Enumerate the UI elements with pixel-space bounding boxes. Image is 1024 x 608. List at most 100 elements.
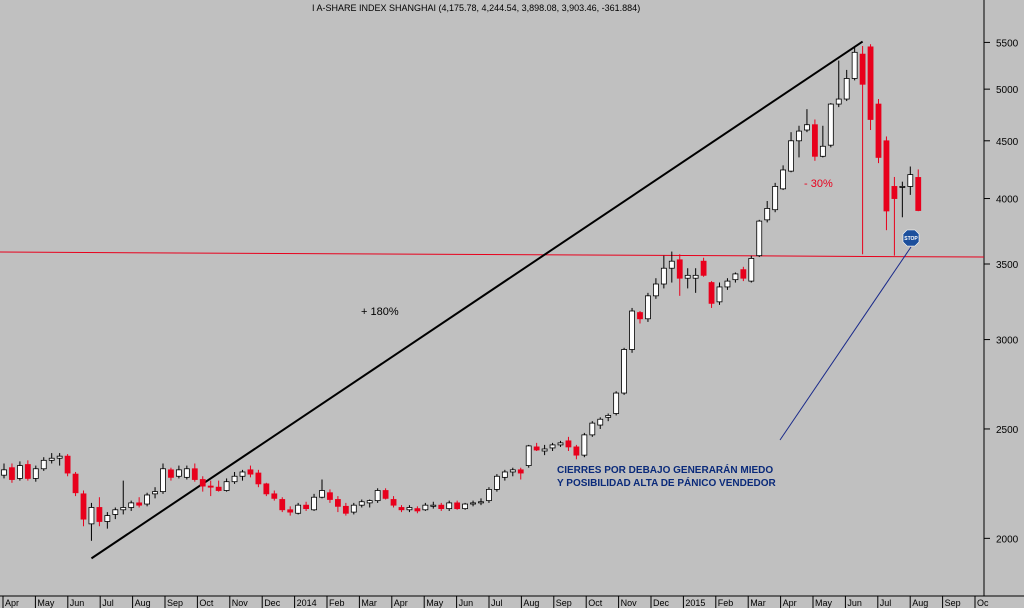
candle-body — [621, 349, 627, 394]
candle-body — [327, 492, 333, 500]
candle-body — [827, 103, 834, 146]
candle-body — [533, 446, 540, 451]
candle-body — [597, 418, 604, 426]
candle — [764, 200, 771, 223]
candle-body — [183, 468, 190, 478]
stop-sign-label: STOP — [904, 236, 918, 242]
candle-body — [613, 392, 620, 414]
candle — [581, 432, 588, 458]
candle-body — [589, 422, 596, 436]
candle-body — [700, 260, 707, 276]
candle — [295, 502, 302, 515]
x-tick-label: Nov — [621, 598, 638, 608]
candle-body — [517, 469, 524, 474]
candle-body — [231, 475, 238, 483]
x-tick-label: Oct — [199, 598, 214, 608]
candle — [565, 436, 572, 452]
candle — [422, 502, 429, 511]
candle — [772, 182, 779, 213]
x-tick-label: May — [815, 598, 833, 608]
trend-line — [90, 40, 864, 560]
candle-body — [96, 507, 103, 522]
candle — [136, 497, 143, 508]
candle — [493, 474, 500, 492]
candle-body — [48, 457, 55, 461]
x-tick-label: Apr — [783, 598, 797, 608]
candle — [382, 488, 389, 500]
candle — [597, 417, 604, 429]
candle — [160, 463, 166, 494]
candle — [366, 499, 373, 508]
candle — [780, 165, 786, 191]
x-tick-label: Jul — [491, 598, 503, 608]
candle-body — [891, 186, 898, 199]
candle-body — [422, 504, 429, 511]
candle — [541, 444, 548, 456]
candle-body — [804, 124, 810, 131]
candle-body — [462, 503, 469, 510]
candle-body — [819, 145, 826, 157]
candle-body — [168, 469, 174, 478]
candle — [835, 60, 842, 108]
candle-body — [812, 124, 818, 157]
candle-body — [541, 448, 548, 452]
candle — [88, 502, 95, 541]
candle — [692, 268, 699, 293]
candle — [621, 347, 627, 395]
candle — [24, 460, 31, 481]
x-tick-label: 2015 — [685, 598, 705, 608]
candle — [843, 69, 850, 102]
x-tick-label: Aug — [135, 598, 151, 608]
y-tick-label: 3000 — [996, 336, 1019, 347]
candle-body — [732, 273, 739, 281]
candle — [231, 471, 238, 484]
x-tick-label: Jun — [847, 598, 862, 608]
candle-body — [716, 286, 723, 303]
candle — [390, 496, 397, 508]
candle-body — [152, 491, 158, 495]
candle-body — [645, 295, 651, 320]
candle-body — [223, 481, 230, 491]
candle — [438, 502, 445, 511]
candle — [255, 469, 262, 488]
candle — [613, 391, 620, 416]
candle — [430, 501, 437, 509]
candle-body — [1, 469, 7, 476]
stop-sign-icon: STOP — [902, 229, 920, 247]
candle — [509, 467, 516, 477]
candle — [525, 444, 532, 468]
candle — [239, 469, 246, 481]
drop-annotation: - 30% — [804, 178, 833, 190]
candle-body — [112, 509, 119, 515]
x-tick-label: Aug — [912, 598, 928, 608]
y-tick-label: 3500 — [996, 260, 1019, 271]
candle-body — [24, 464, 31, 479]
candle-body — [899, 186, 906, 188]
candle-body — [708, 282, 715, 304]
candle — [732, 272, 739, 283]
candle — [796, 125, 802, 158]
candle — [334, 496, 341, 513]
candle-body — [104, 515, 111, 522]
candle — [756, 219, 763, 258]
candle-body — [88, 507, 95, 525]
x-tick-label: Nov — [232, 598, 249, 608]
candle — [279, 497, 286, 513]
candle — [716, 282, 723, 305]
candle — [215, 480, 222, 492]
candle-body — [692, 274, 699, 279]
candle — [629, 307, 635, 353]
candle — [342, 502, 349, 516]
candle — [327, 489, 333, 503]
candle — [645, 292, 651, 322]
candle — [16, 461, 23, 481]
note-line-2: Y POSIBILIDAD ALTA DE PÁNICO VENDEDOR — [557, 476, 776, 489]
candle — [748, 255, 755, 283]
candle-body — [740, 269, 747, 279]
x-tick-label: Aug — [523, 598, 539, 608]
x-tick-label: Dec — [264, 598, 281, 608]
candle — [80, 490, 87, 527]
x-tick-label: Oct — [588, 598, 603, 608]
candle — [788, 132, 794, 173]
